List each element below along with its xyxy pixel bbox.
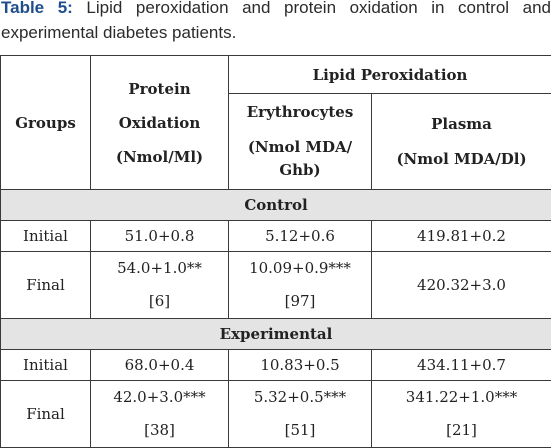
cell-value: 10.09+0.9*** [229, 258, 371, 279]
cell-reference: [51] [229, 420, 371, 441]
data-table: Groups Protein Oxidation (Nmol/Ml) Lipid… [0, 55, 551, 448]
cell-plasma: 420.32+3.0 [372, 252, 551, 319]
header-protein-line2: Oxidation [91, 106, 228, 140]
cell-plasma: 341.22+1.0*** [21] [372, 381, 551, 448]
header-plasma-line2: (Nmol MDA/Dl) [372, 148, 551, 171]
cell-value: 54.0+1.0** [91, 258, 228, 279]
cell-plasma: 419.81+0.2 [372, 221, 551, 252]
cell-reference: [6] [91, 291, 228, 312]
cell-protein: 42.0+3.0*** [38] [91, 381, 229, 448]
table-row: Initial 68.0+0.4 10.83+0.5 434.11+0.7 [1, 350, 551, 381]
cell-group: Final [1, 252, 91, 319]
cell-erythrocytes: 10.09+0.9*** [97] [229, 252, 372, 319]
header-erythrocytes: Erythrocytes (Nmol MDA/ Ghb) [229, 94, 372, 190]
section-title-control: Control [1, 190, 551, 221]
cell-plasma: 434.11+0.7 [372, 350, 551, 381]
table-caption: Table 5: Lipid peroxidation and protein … [1, 0, 551, 45]
cell-protein: 54.0+1.0** [6] [91, 252, 229, 319]
table-row: Final 42.0+3.0*** [38] 5.32+0.5*** [51] … [1, 381, 551, 448]
cell-group: Initial [1, 350, 91, 381]
header-plasma: Plasma (Nmol MDA/Dl) [372, 94, 551, 190]
table-row: Final 54.0+1.0** [6] 10.09+0.9*** [97] 4… [1, 252, 551, 319]
cell-erythrocytes: 10.83+0.5 [229, 350, 372, 381]
section-row-control: Control [1, 190, 551, 221]
cell-group: Final [1, 381, 91, 448]
header-lipid-peroxidation: Lipid Peroxidation [229, 56, 551, 94]
section-row-experimental: Experimental [1, 319, 551, 350]
header-plasma-line1: Plasma [372, 113, 551, 136]
cell-group: Initial [1, 221, 91, 252]
header-erythrocytes-line1: Erythrocytes [229, 101, 371, 124]
cell-protein: 68.0+0.4 [91, 350, 229, 381]
caption-text-2: experimental diabetes patients. [1, 23, 236, 42]
cell-erythrocytes: 5.32+0.5*** [51] [229, 381, 372, 448]
header-erythrocytes-line3: Ghb) [229, 159, 371, 182]
cell-reference: [97] [229, 291, 371, 312]
cell-protein: 51.0+0.8 [91, 221, 229, 252]
cell-reference: [21] [372, 420, 551, 441]
header-row-1: Groups Protein Oxidation (Nmol/Ml) Lipid… [1, 56, 551, 94]
header-protein-line1: Protein [91, 72, 228, 106]
header-erythrocytes-line2: (Nmol MDA/ [229, 136, 371, 159]
caption-line-1: Table 5: Lipid peroxidation and protein … [1, 0, 551, 20]
table-row: Initial 51.0+0.8 5.12+0.6 419.81+0.2 [1, 221, 551, 252]
caption-text-1: Lipid peroxidation and protein oxidation… [86, 0, 551, 17]
cell-value: 42.0+3.0*** [91, 387, 228, 408]
header-protein-oxidation: Protein Oxidation (Nmol/Ml) [91, 56, 229, 190]
cell-erythrocytes: 5.12+0.6 [229, 221, 372, 252]
cell-value: 5.32+0.5*** [229, 387, 371, 408]
header-groups: Groups [1, 56, 91, 190]
cell-reference: [38] [91, 420, 228, 441]
section-title-experimental: Experimental [1, 319, 551, 350]
cell-value: 341.22+1.0*** [372, 387, 551, 408]
caption-label: Table 5: [1, 0, 73, 17]
header-protein-line3: (Nmol/Ml) [91, 140, 228, 174]
